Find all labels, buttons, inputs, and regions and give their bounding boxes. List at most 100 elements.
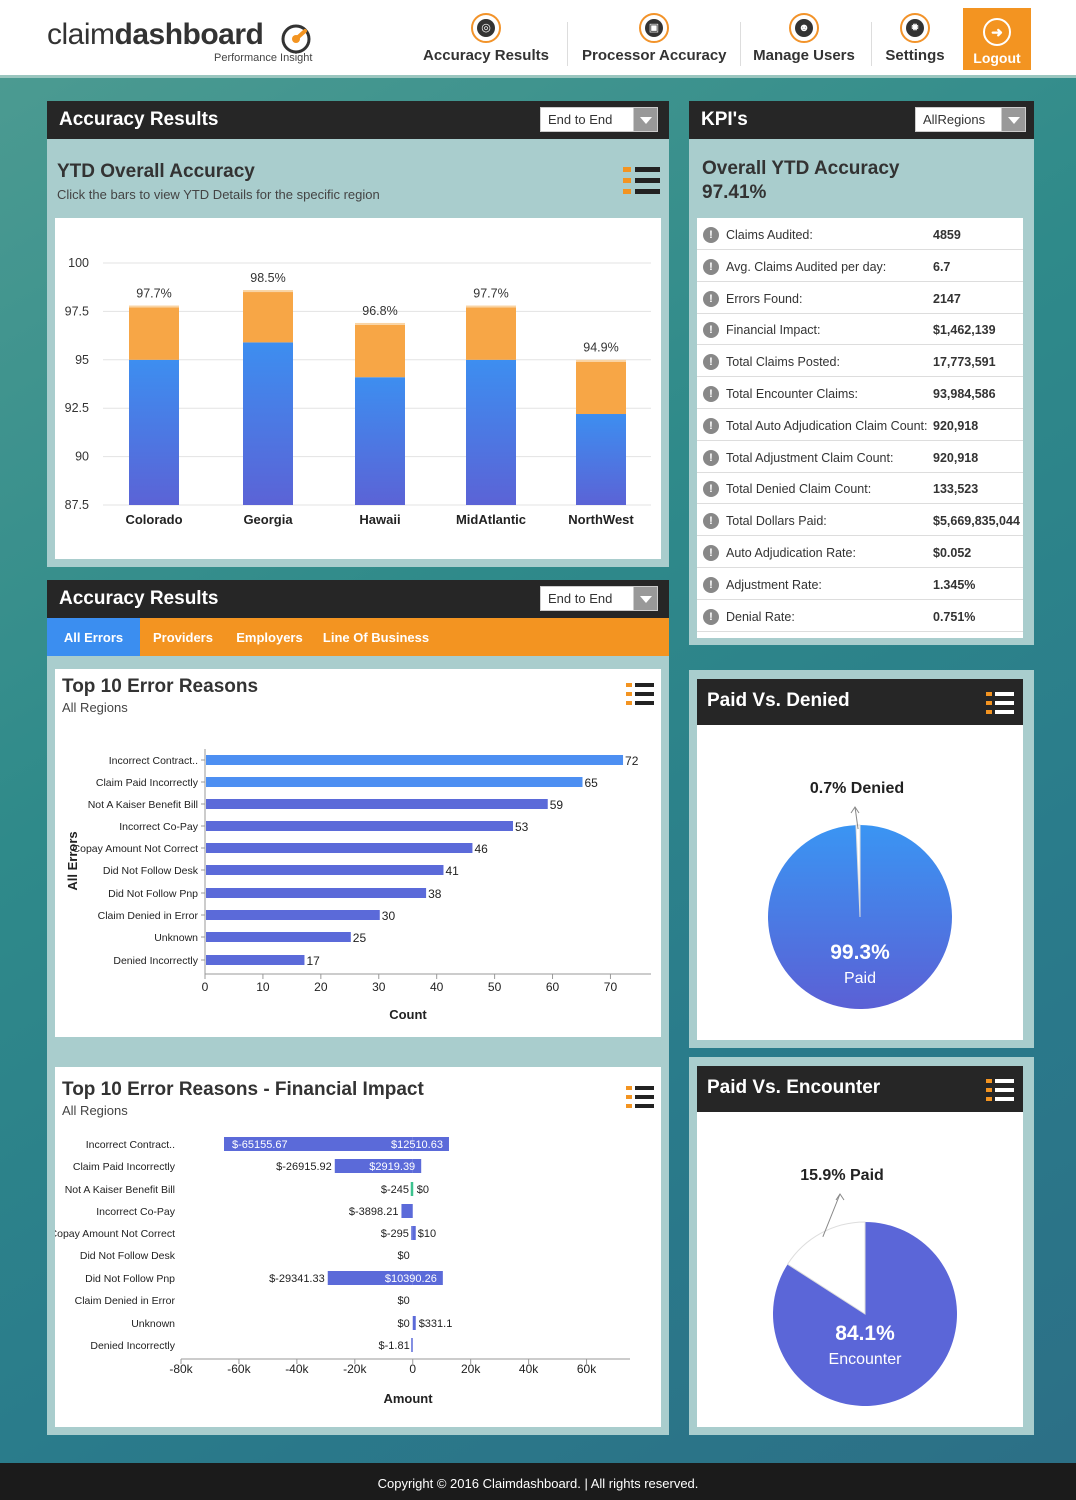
error-bar[interactable] — [206, 865, 444, 875]
info-icon[interactable]: ! — [703, 322, 719, 339]
gear-icon: ✹ — [900, 13, 930, 43]
callout-line — [854, 806, 859, 830]
info-icon[interactable]: ! — [703, 386, 719, 402]
negative-bar[interactable] — [224, 1137, 413, 1151]
bar-base[interactable] — [576, 414, 626, 505]
chart-menu-icon[interactable] — [626, 1086, 654, 1108]
kpi-label: Claims Audited: — [726, 228, 813, 242]
tab-line-of-business[interactable]: Line Of Business — [322, 630, 430, 645]
error-bar[interactable] — [206, 955, 305, 965]
card-title: Top 10 Error Reasons — [62, 676, 259, 697]
kpi-label: Errors Found: — [726, 291, 803, 306]
negative-bar[interactable] — [401, 1204, 413, 1218]
bar-base[interactable] — [243, 342, 293, 505]
x-tick-label: 0 — [202, 980, 209, 994]
chip-icon: ▣ — [639, 13, 669, 43]
negative-value-label: $0 — [397, 1318, 409, 1330]
nav-processor-accuracy[interactable]: ▣ Processor Accuracy — [582, 8, 727, 72]
positive-bar[interactable] — [412, 1271, 443, 1285]
bar-accuracy[interactable] — [466, 307, 516, 360]
info-icon[interactable]: ! — [703, 227, 719, 243]
logout-icon: ➜ — [983, 18, 1011, 46]
tab-employers[interactable]: Employers — [236, 630, 303, 645]
category-label: Claim Denied in Error — [98, 910, 199, 922]
kpi-row: ! Adjustment Rate: 1.345% — [697, 568, 1023, 600]
chevron-down-icon[interactable] — [633, 108, 657, 131]
error-bar[interactable] — [206, 821, 513, 831]
bar-base[interactable] — [129, 359, 179, 505]
info-icon[interactable]: ! — [703, 449, 719, 466]
nav-manage-users[interactable]: ☻ Manage Users — [752, 8, 856, 72]
error-bar[interactable] — [206, 777, 583, 787]
info-icon[interactable]: ! — [703, 576, 719, 593]
negative-bar[interactable] — [411, 1226, 413, 1240]
value-label: 41 — [445, 864, 459, 878]
error-bar[interactable] — [206, 843, 473, 853]
kpi-value: 920,918 — [933, 418, 979, 433]
bar-base[interactable] — [355, 377, 405, 505]
error-bar[interactable] — [206, 755, 624, 765]
chart-menu-icon[interactable] — [626, 683, 654, 705]
positive-bar[interactable] — [412, 1137, 449, 1151]
x-tick-label: 70 — [604, 980, 618, 994]
bar-accuracy[interactable] — [355, 324, 405, 378]
negative-bar[interactable] — [411, 1338, 413, 1352]
card-title: Paid Vs. Encounter — [707, 1077, 881, 1098]
bar-cap — [243, 290, 293, 293]
negative-value-label: $-245 — [381, 1184, 409, 1196]
negative-value-label: $-1.81 — [379, 1340, 410, 1352]
value-label: 72 — [625, 754, 639, 768]
gauge-logo-icon — [281, 24, 311, 54]
financial-impact-card: Top 10 Error Reasons - Financial Impact … — [55, 1067, 661, 1427]
kpi-row: ! Total Dollars Paid: $5,669,835,044 — [697, 504, 1023, 537]
info-icon[interactable]: ! — [703, 290, 719, 307]
bar-accuracy[interactable] — [243, 292, 293, 343]
error-bar[interactable] — [206, 888, 427, 898]
nav-settings[interactable]: ✹ Settings — [882, 8, 948, 72]
negative-bar[interactable] — [327, 1271, 413, 1285]
error-bar[interactable] — [206, 910, 380, 920]
positive-bar[interactable] — [412, 1159, 422, 1173]
chart-menu-icon[interactable] — [623, 167, 660, 195]
positive-value-label: $2919.39 — [369, 1161, 415, 1173]
positive-bar[interactable] — [412, 1226, 416, 1240]
region-dropdown[interactable]: AllRegions — [915, 107, 1026, 132]
data-label: 97.7% — [473, 287, 508, 301]
bar-accuracy[interactable] — [129, 307, 179, 360]
info-icon[interactable]: ! — [703, 481, 719, 498]
positive-bar[interactable] — [412, 1316, 416, 1330]
kpi-value: $1,462,139 — [933, 323, 996, 338]
error-bar[interactable] — [206, 799, 548, 809]
chevron-down-icon[interactable] — [1001, 108, 1025, 131]
bar-base[interactable] — [466, 359, 516, 505]
logout-button[interactable]: ➜ Logout — [963, 8, 1031, 70]
kpi-label: Total Dollars Paid: — [726, 514, 827, 529]
info-icon[interactable]: ! — [703, 608, 719, 625]
negative-bar[interactable] — [334, 1159, 413, 1173]
info-icon[interactable]: ! — [703, 545, 719, 561]
kpi-value: 4859 — [933, 228, 961, 242]
chart-menu-icon[interactable] — [986, 1079, 1014, 1101]
error-bar[interactable] — [206, 932, 351, 942]
pie-slice-minor[interactable] — [786, 1221, 866, 1315]
value-label: 59 — [550, 798, 564, 812]
chevron-down-icon[interactable] — [633, 587, 657, 610]
pie-main-percent: 84.1% — [835, 1322, 895, 1345]
brand-logo[interactable]: claimdashboard Performance Insight — [47, 18, 312, 64]
ytd-accuracy-chart-card: 100 97.5 95 92.5 90 87.5 97.7% Colorado 98.5% Geo… — [55, 218, 661, 559]
x-tick-label: Georgia — [243, 512, 293, 527]
tab-providers[interactable]: Providers — [153, 630, 213, 645]
dropdown-value: AllRegions — [923, 112, 986, 127]
info-icon[interactable]: ! — [703, 354, 719, 371]
info-icon[interactable]: ! — [703, 258, 719, 275]
y-tick-label: 87.5 — [65, 498, 89, 512]
chart-menu-icon[interactable] — [986, 692, 1014, 714]
nav-accuracy-results[interactable]: ◎ Accuracy Results — [422, 8, 550, 72]
info-icon[interactable]: ! — [703, 417, 719, 434]
scope-dropdown[interactable]: End to End — [540, 586, 658, 611]
bar-accuracy[interactable] — [576, 361, 626, 415]
scope-dropdown[interactable]: End to End — [540, 107, 658, 132]
info-icon[interactable]: ! — [703, 513, 719, 530]
x-tick-label: 60k — [577, 1362, 597, 1376]
tab-all-errors[interactable]: All Errors — [47, 618, 140, 656]
